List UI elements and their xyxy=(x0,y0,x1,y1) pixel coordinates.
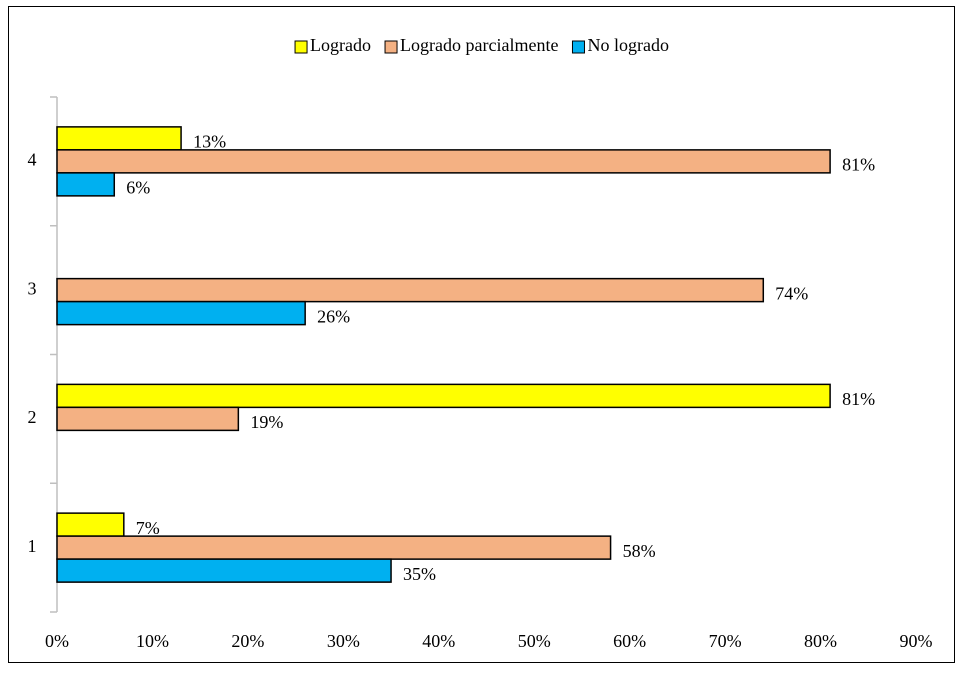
legend-label: No logrado xyxy=(587,35,668,55)
value-label: 26% xyxy=(317,306,350,326)
bar xyxy=(56,383,831,409)
x-tick-label: 80% xyxy=(804,631,837,651)
value-label: 7% xyxy=(136,518,160,538)
legend-swatch xyxy=(571,40,585,54)
legend-label: Logrado xyxy=(310,35,371,55)
x-tick-label: 10% xyxy=(136,631,169,651)
x-tick-label: 40% xyxy=(422,631,455,651)
bar xyxy=(56,558,392,583)
legend-swatch xyxy=(294,40,308,54)
bar xyxy=(56,406,240,432)
bar xyxy=(56,535,612,560)
value-label: 19% xyxy=(250,412,283,432)
x-tick-label: 30% xyxy=(327,631,360,651)
y-tick-label: 2 xyxy=(28,407,37,427)
value-label: 13% xyxy=(193,132,226,152)
x-tick-label: 70% xyxy=(709,631,742,651)
value-label: 81% xyxy=(842,155,875,175)
value-label: 6% xyxy=(126,178,150,198)
x-tick-label: 60% xyxy=(613,631,646,651)
value-label: 58% xyxy=(623,541,656,561)
bar xyxy=(56,277,765,303)
x-tick-label: 90% xyxy=(900,631,933,651)
y-tick-label: 1 xyxy=(28,536,37,556)
y-tick-label: 3 xyxy=(28,278,37,298)
x-tick-label: 50% xyxy=(518,631,551,651)
value-label: 81% xyxy=(842,389,875,409)
value-label: 35% xyxy=(403,564,436,584)
bar xyxy=(56,172,116,197)
legend-label: Logrado parcialmente xyxy=(400,35,558,55)
x-tick-label: 0% xyxy=(45,631,69,651)
y-tick-label: 4 xyxy=(28,150,37,170)
bar xyxy=(56,149,831,174)
bar xyxy=(56,300,306,326)
bar xyxy=(56,126,182,151)
legend-swatch xyxy=(384,40,398,54)
bar xyxy=(56,512,125,537)
value-label: 74% xyxy=(775,283,808,303)
x-tick-label: 20% xyxy=(231,631,264,651)
